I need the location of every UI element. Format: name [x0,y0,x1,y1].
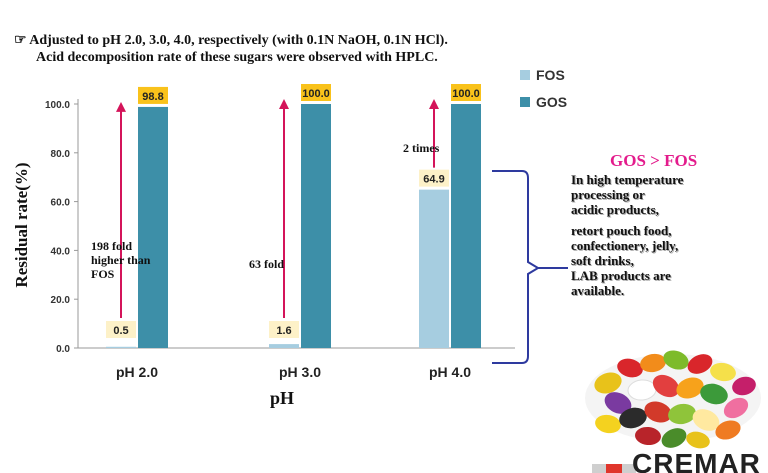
legend-swatch-fos [520,70,530,80]
jelly-beans-image [585,350,761,449]
application-line: In high temperature [571,172,684,187]
application-line: processing or [571,187,645,202]
legend-swatch-gos [520,97,530,107]
bar-gos [301,104,331,348]
bar-fos [419,189,449,348]
data-label-box-fos [419,169,449,187]
data-label-box-gos [451,84,481,101]
annotation-fold-ph2: 198 fold higher than FOS [91,239,151,281]
data-label-fos: 64.9 [423,174,444,186]
application-line: confectionery, jelly, [571,238,679,253]
x-tick-label: pH 2.0 [116,364,158,380]
method-note-line2: Acid decomposition rate of these sugars … [36,50,438,65]
application-line: LAB products are [571,268,671,283]
data-label-box-fos [106,321,136,338]
bar-gos [138,106,168,348]
data-label-box-fos [269,321,299,338]
logo-accent [606,464,622,473]
y-tick-label: 40.0 [51,246,71,257]
company-logo: CREMAR [592,444,768,473]
x-tick-label: pH 3.0 [279,364,321,380]
legend-label-fos: FOS [536,67,565,83]
y-tick-label: 60.0 [51,198,71,209]
application-line: acidic products, [571,202,659,217]
y-tick-label: 100.0 [45,100,70,111]
x-axis-title: pH [270,388,295,408]
data-label-gos: 100.0 [302,88,330,100]
method-note: ☞ Adjusted to pH 2.0, 3.0, 4.0, respecti… [14,32,448,66]
data-label-box-gos [301,84,331,101]
data-label-fos: 1.6 [276,325,291,337]
logo-text: CREMAR [632,448,761,473]
y-tick-label: 20.0 [51,295,71,306]
legend-item-fos: FOS [520,67,565,83]
bar-fos [106,346,136,348]
data-label-fos: 0.5 [113,325,128,337]
y-tick-label: 80.0 [51,149,71,160]
data-label-box-gos [138,86,168,104]
annotation-fold-ph3: 63 fold [249,257,284,271]
data-label-gos: 100.0 [452,88,480,100]
annotation-times-ph4: 2 times [403,141,440,155]
legend-item-gos: GOS [520,94,567,110]
application-line: retort pouch food, [571,223,672,238]
legend-label-gos: GOS [536,94,568,110]
application-line: available. [571,283,625,298]
bar-fos [269,344,299,348]
method-note-line1: ☞ Adjusted to pH 2.0, 3.0, 4.0, respecti… [14,33,448,48]
application-list: In high temperature processing or acidic… [571,172,736,298]
x-tick-label: pH 4.0 [429,364,471,380]
y-tick-label: 0.0 [56,344,70,355]
bar-gos [451,104,481,348]
data-label-gos: 98.8 [142,91,163,103]
comparison-title: GOS > FOS [610,151,698,170]
application-line: soft drinks, [571,253,634,268]
bracket [492,170,540,364]
